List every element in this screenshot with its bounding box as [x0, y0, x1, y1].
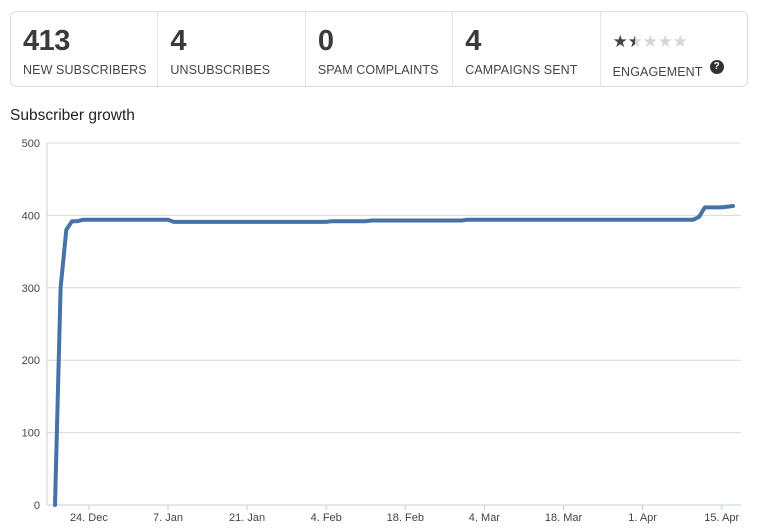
- stat-unsubscribes[interactable]: 4 UNSUBSCRIBES: [158, 12, 306, 86]
- x-tick-label: 7. Jan: [153, 512, 183, 524]
- rating-star-icon: ★: [642, 32, 658, 51]
- engagement-rating-stars: ★★ ★★★: [613, 25, 747, 59]
- stat-value: 0: [317, 25, 334, 57]
- x-tick-label: 24. Dec: [70, 512, 108, 524]
- stat-label: ENGAGEMENT: [612, 65, 703, 79]
- y-tick-label: 0: [34, 500, 40, 512]
- stat-label: SPAM COMPLAINTS: [317, 63, 439, 77]
- rating-star-icon: ★: [657, 32, 673, 51]
- x-tick-label: 4. Feb: [311, 512, 342, 524]
- series-line: [53, 204, 735, 507]
- x-tick-label: 1. Apr: [628, 512, 657, 524]
- rating-star-icon: ★: [628, 33, 643, 50]
- stat-label: UNSUBSCRIBES: [170, 63, 271, 77]
- x-tick-label: 18. Feb: [387, 512, 424, 524]
- stat-value: 4: [170, 25, 187, 57]
- x-tick-label: 4. Mar: [469, 512, 501, 524]
- x-tick-label: 18. Mar: [545, 512, 583, 524]
- y-tick-label: 200: [22, 355, 40, 367]
- x-tick-label: 21. Jan: [229, 512, 265, 524]
- stat-engagement[interactable]: ★★★★★ ENGAGEMENT ?: [601, 12, 747, 86]
- stat-value: 413: [23, 25, 70, 57]
- stat-label: CAMPAIGNS SENT: [465, 63, 578, 77]
- chart-title: Subscriber growth: [10, 107, 135, 124]
- subscriber-growth-chart: 0 100 200 300 400 500 24. Dec 7. Jan 21. Jan 4. F…: [22, 138, 741, 524]
- stats-panel: 413 NEW SUBSCRIBERS 4 UNSUBSCRIBES 0 SPA…: [10, 11, 748, 87]
- rating-star-icon: ★: [672, 32, 688, 51]
- y-tick-label: 500: [22, 138, 40, 150]
- question-circle-icon[interactable]: ?: [709, 60, 724, 74]
- stat-label: NEW SUBSCRIBERS: [23, 63, 147, 77]
- stat-value: 4: [465, 25, 481, 57]
- stat-campaigns-sent[interactable]: 4 CAMPAIGNS SENT: [453, 12, 601, 86]
- x-tick-label: 15. Apr: [704, 512, 739, 524]
- y-tick-label: 300: [22, 283, 40, 295]
- rating-star-icon: ★: [612, 32, 628, 51]
- y-tick-label: 100: [22, 428, 40, 440]
- stat-new-subscribers[interactable]: 413 NEW SUBSCRIBERS: [11, 12, 159, 86]
- y-tick-label: 400: [22, 210, 40, 222]
- stat-spam-complaints[interactable]: 0 SPAM COMPLAINTS: [306, 12, 454, 86]
